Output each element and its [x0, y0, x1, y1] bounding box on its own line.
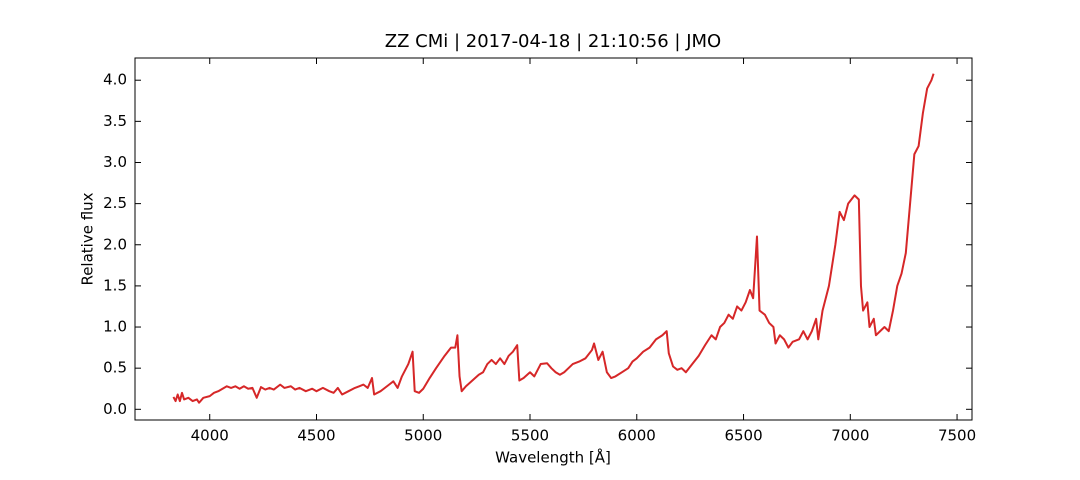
y-tick-label: 0.5: [103, 359, 127, 377]
x-tick-label: 6000: [618, 427, 656, 445]
chart-title: ZZ CMi | 2017-04-18 | 21:10:56 | JMO: [385, 31, 721, 52]
plot-frame: [134, 57, 973, 421]
x-tick-label: 7500: [938, 427, 976, 445]
y-axis-label: Relative flux: [79, 192, 97, 285]
y-tick-label: 2.0: [103, 235, 127, 253]
y-tick-label: 4.0: [103, 71, 127, 89]
y-tick-label: 1.5: [103, 276, 127, 294]
y-tick-label: 3.0: [103, 153, 127, 171]
x-tick-label: 4500: [297, 427, 335, 445]
y-tick-label: 3.5: [103, 112, 127, 130]
x-tick-label: 7000: [831, 427, 869, 445]
x-tick-label: 4000: [191, 427, 229, 445]
spectrum-line: [172, 73, 935, 404]
x-tick-label: 5500: [511, 427, 549, 445]
x-tick-label: 5000: [404, 427, 442, 445]
y-tick-label: 2.5: [103, 194, 127, 212]
x-tick-label: 6500: [724, 427, 762, 445]
y-tick-label: 0.0: [103, 400, 127, 418]
y-tick-label: 1.0: [103, 318, 127, 336]
x-axis-label: Wavelength [Å]: [495, 448, 611, 467]
